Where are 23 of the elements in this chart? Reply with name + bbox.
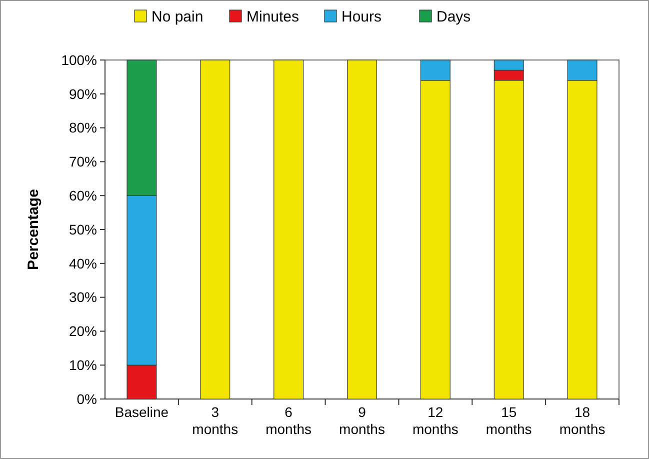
legend-label: Minutes: [246, 8, 300, 26]
x-tick-label: 9 months: [339, 404, 385, 437]
y-tick-label: 40%: [68, 255, 97, 272]
y-tick-label: 10%: [68, 357, 97, 373]
x-tick-label: 15 months: [486, 404, 532, 437]
x-tick-label: 18 months: [559, 404, 606, 437]
y-tick-label: 0%: [76, 390, 97, 407]
x-tick-label: 12 months: [412, 404, 458, 437]
x-tick-label: 6 months: [266, 404, 312, 437]
y-tick-label: 30%: [68, 289, 97, 306]
legend-label: Hours: [342, 8, 382, 26]
legend-label: No pain: [152, 8, 204, 26]
y-tick-label: 20%: [68, 323, 97, 340]
x-tick-label: Baseline: [114, 404, 169, 420]
y-axis-title: Percentage: [25, 189, 42, 270]
y-tick-label: 60%: [68, 188, 97, 204]
y-tick-label: 100%: [61, 52, 97, 68]
legend-label: Days: [436, 8, 471, 26]
y-tick-label: 50%: [68, 221, 97, 238]
y-tick-label: 80%: [68, 120, 97, 136]
y-tick-label: 90%: [68, 86, 97, 102]
x-tick-label: 3 months: [192, 404, 238, 437]
y-tick-label: 70%: [68, 154, 97, 170]
